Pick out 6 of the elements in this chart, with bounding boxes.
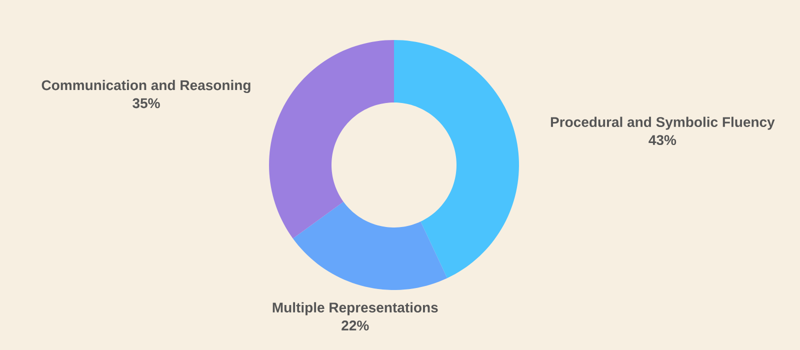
slice-label: Multiple Representations <box>272 302 438 316</box>
data-label: 43% <box>648 135 676 146</box>
data-label: 35% <box>132 98 160 108</box>
data-label: 22% <box>342 320 369 330</box>
slice-label: Procedural and Symbolic Fluency <box>550 116 775 130</box>
slice-label: Communication and Reasoning <box>42 80 250 94</box>
